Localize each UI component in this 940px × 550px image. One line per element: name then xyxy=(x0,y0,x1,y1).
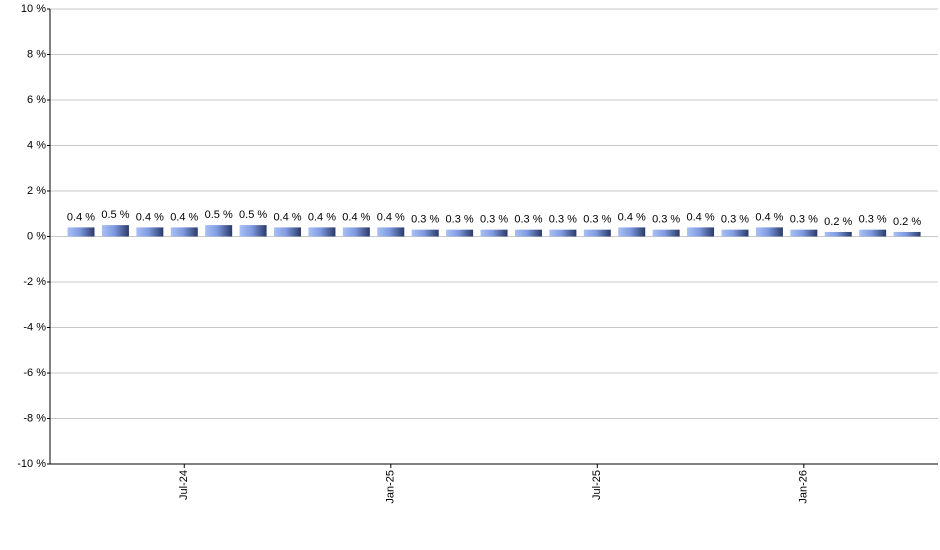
bar xyxy=(67,227,95,237)
value-label: 0.2 % xyxy=(893,216,921,228)
value-label: 0.3 % xyxy=(446,214,474,226)
y-tick-label: 4 % xyxy=(27,139,46,151)
bar xyxy=(239,225,267,237)
bar xyxy=(101,225,129,237)
y-tick-label: 10 % xyxy=(21,3,46,15)
bar xyxy=(583,229,611,237)
value-label: 0.4 % xyxy=(273,211,301,223)
x-tick-label: Jan-26 xyxy=(798,470,810,504)
bar xyxy=(755,227,783,237)
value-label: 0.3 % xyxy=(480,214,508,226)
value-label: 0.4 % xyxy=(342,211,370,223)
y-tick-label: -4 % xyxy=(23,321,46,333)
value-label: 0.3 % xyxy=(583,214,611,226)
y-tick-label: -8 % xyxy=(23,412,46,424)
bar xyxy=(824,231,852,237)
value-label: 0.5 % xyxy=(239,209,267,221)
value-label: 0.3 % xyxy=(721,214,749,226)
value-label: 0.3 % xyxy=(790,214,818,226)
y-tick-label: 0 % xyxy=(27,230,46,242)
bar xyxy=(687,227,715,237)
bar xyxy=(790,229,818,237)
y-tick-label: 6 % xyxy=(27,94,46,106)
bar xyxy=(721,229,749,237)
value-label: 0.4 % xyxy=(755,211,783,223)
y-tick-label: -2 % xyxy=(23,276,46,288)
bar xyxy=(893,231,921,237)
value-label: 0.5 % xyxy=(205,209,233,221)
bar xyxy=(480,229,508,237)
bar xyxy=(549,229,577,237)
y-tick-label: -10 % xyxy=(17,458,46,470)
x-tick-label: Jul-24 xyxy=(178,470,190,500)
bar xyxy=(652,229,680,237)
bar xyxy=(342,227,370,237)
value-label: 0.3 % xyxy=(411,214,439,226)
value-label: 0.3 % xyxy=(514,214,542,226)
value-label: 0.4 % xyxy=(170,211,198,223)
y-tick-label: 2 % xyxy=(27,185,46,197)
bar xyxy=(514,229,542,237)
bar xyxy=(618,227,646,237)
value-label: 0.4 % xyxy=(136,211,164,223)
bar xyxy=(205,225,233,237)
value-label: 0.4 % xyxy=(686,211,714,223)
value-label: 0.4 % xyxy=(377,211,405,223)
value-label: 0.4 % xyxy=(618,211,646,223)
bar xyxy=(136,227,164,237)
bar xyxy=(377,227,405,237)
y-tick-label: 8 % xyxy=(27,48,46,60)
bar xyxy=(411,229,439,237)
value-label: 0.5 % xyxy=(101,209,129,221)
bar xyxy=(859,229,887,237)
bar xyxy=(446,229,474,237)
value-label: 0.4 % xyxy=(67,211,95,223)
bar xyxy=(274,227,302,237)
value-label: 0.3 % xyxy=(549,214,577,226)
value-label: 0.4 % xyxy=(308,211,336,223)
bar xyxy=(170,227,198,237)
x-tick-label: Jul-25 xyxy=(591,470,603,500)
value-label: 0.2 % xyxy=(824,216,852,228)
x-tick-label: Jan-25 xyxy=(385,470,397,504)
y-tick-label: -6 % xyxy=(23,367,46,379)
value-label: 0.3 % xyxy=(652,214,680,226)
bar xyxy=(308,227,336,237)
value-label: 0.3 % xyxy=(859,214,887,226)
